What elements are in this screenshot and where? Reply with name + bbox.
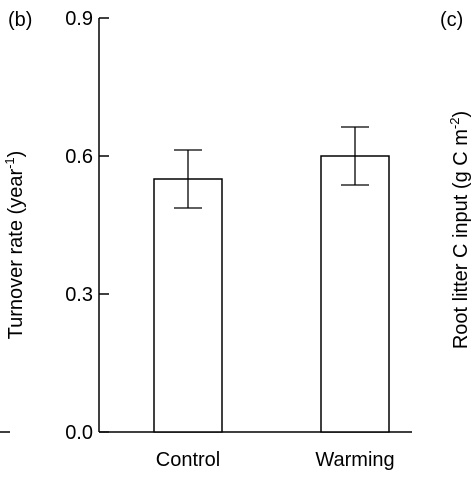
bar-warming: [320, 155, 390, 433]
tick-labels: 0.0 0.3 0.6 0.9 Control Warming: [65, 8, 394, 471]
x-tick-label: Control: [156, 449, 220, 471]
right-panel-y-axis-title: Root litter C input (g C m-2): [447, 111, 472, 349]
y-tick-label: 0.3: [65, 284, 93, 306]
panel-label-c: (c): [440, 9, 463, 31]
y-axis-title: Turnover rate (year-1): [2, 151, 27, 340]
y-tick-label: 0.6: [65, 146, 93, 168]
error-bars: [174, 126, 369, 209]
y-tick-label: 0.0: [65, 422, 93, 444]
panel-label-b: (b): [8, 9, 32, 31]
bar-control: [153, 178, 223, 433]
x-tick-label: Warming: [315, 449, 394, 471]
y-tick-label: 0.9: [65, 8, 93, 30]
bars: [153, 155, 390, 433]
